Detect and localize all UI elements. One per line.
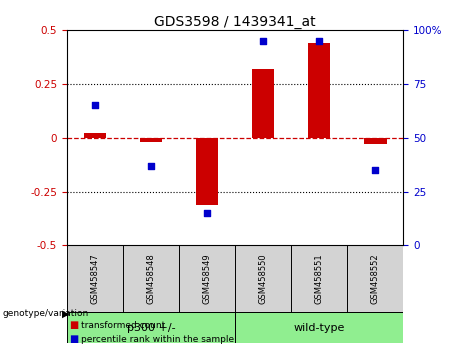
FancyBboxPatch shape xyxy=(67,245,403,312)
FancyBboxPatch shape xyxy=(235,312,403,343)
Text: GSM458551: GSM458551 xyxy=(315,253,324,304)
Bar xyxy=(364,138,386,144)
Bar xyxy=(140,138,162,142)
Point xyxy=(315,38,323,44)
Text: ■: ■ xyxy=(69,334,78,344)
Text: GSM458552: GSM458552 xyxy=(371,253,380,304)
Bar xyxy=(308,43,331,138)
Text: GSM458547: GSM458547 xyxy=(90,253,100,304)
Title: GDS3598 / 1439341_at: GDS3598 / 1439341_at xyxy=(154,15,316,29)
Point xyxy=(260,38,267,44)
Text: ■: ■ xyxy=(69,320,78,330)
Text: GSM458549: GSM458549 xyxy=(202,253,212,304)
Text: ▶: ▶ xyxy=(62,308,70,318)
Bar xyxy=(252,69,274,138)
Text: GSM458550: GSM458550 xyxy=(259,253,268,304)
Text: GSM458548: GSM458548 xyxy=(147,253,155,304)
Text: wild-type: wild-type xyxy=(294,323,345,333)
Point xyxy=(372,167,379,173)
Text: transformed count: transformed count xyxy=(81,321,165,330)
Point xyxy=(203,210,211,216)
Text: genotype/variation: genotype/variation xyxy=(2,309,89,318)
Text: percentile rank within the sample: percentile rank within the sample xyxy=(81,335,234,344)
Bar xyxy=(83,133,106,138)
Bar xyxy=(196,138,219,205)
Point xyxy=(91,103,99,108)
Point xyxy=(148,163,155,169)
FancyBboxPatch shape xyxy=(67,312,235,343)
Text: p300 +/-: p300 +/- xyxy=(127,323,175,333)
